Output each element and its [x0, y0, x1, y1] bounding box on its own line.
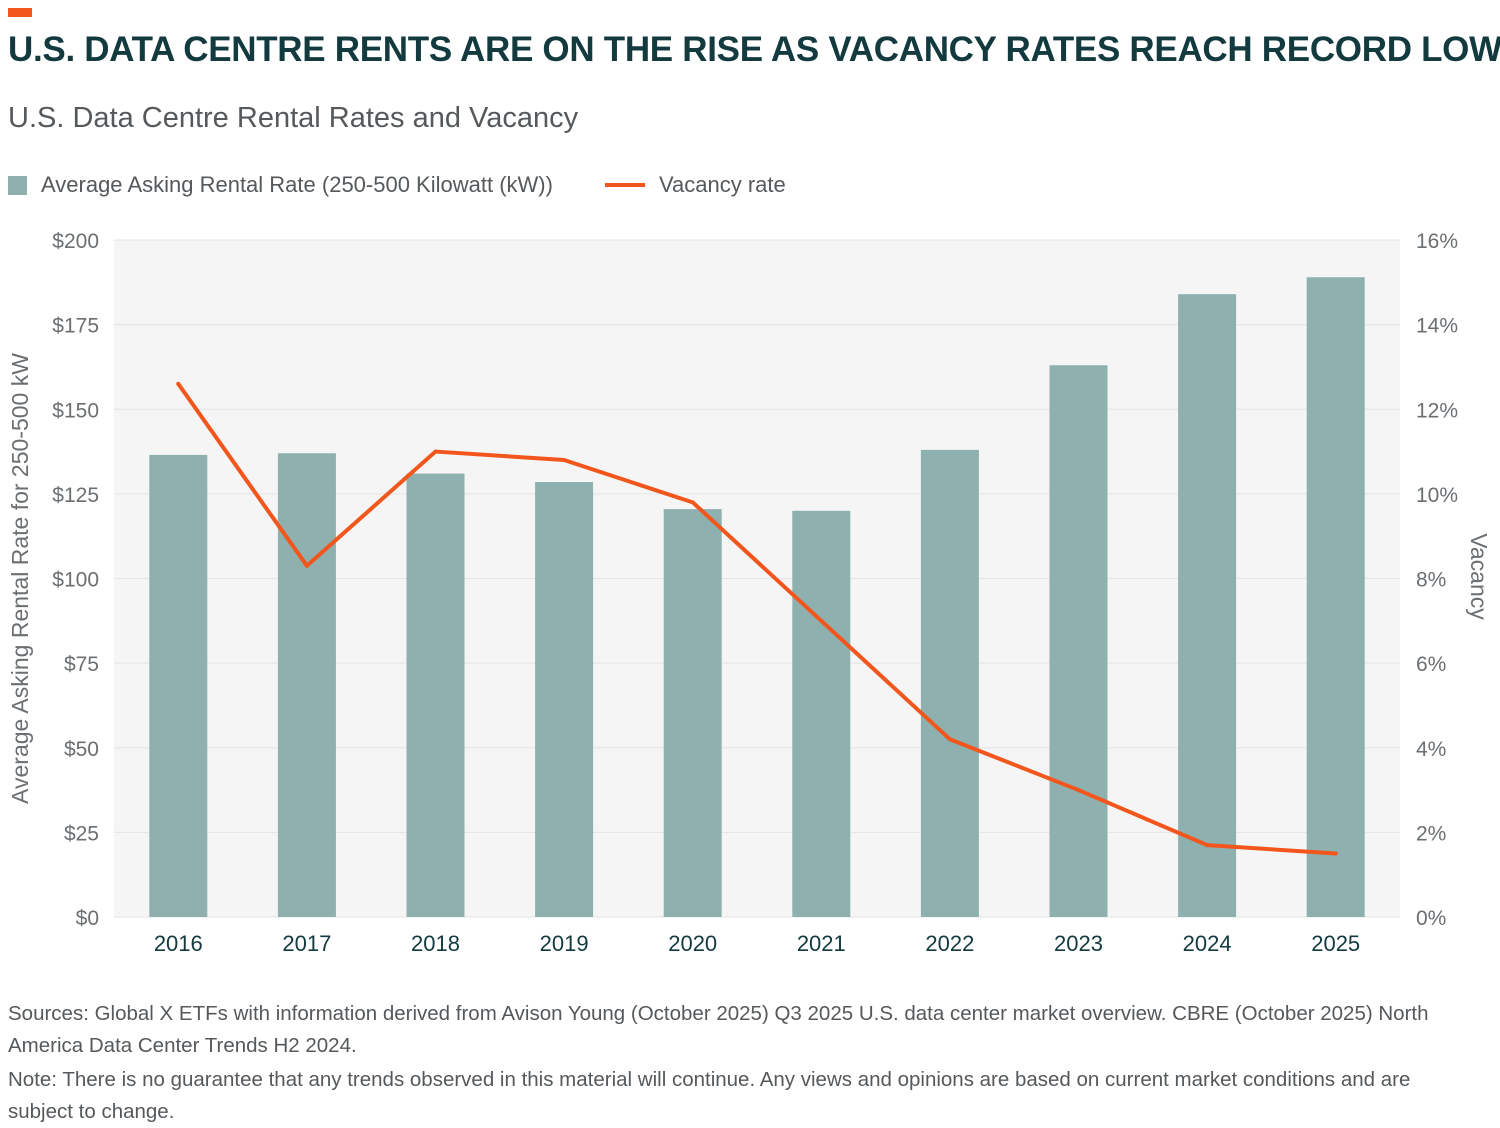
- rental-rate-bar: [277, 453, 336, 917]
- rental-rate-bar: [1049, 365, 1108, 917]
- y2-tick-label: 14%: [1416, 315, 1458, 338]
- chart-legend: Average Asking Rental Rate (250-500 Kilo…: [8, 168, 838, 202]
- y2-tick-label: 0%: [1416, 907, 1446, 930]
- legend-bar-swatch: [8, 175, 27, 195]
- y-tick-label: $175: [52, 315, 99, 338]
- legend-item-vacancy: Vacancy rate: [604, 172, 786, 198]
- y2-tick-label: 2%: [1416, 822, 1446, 845]
- x-tick-label: 2024: [1183, 931, 1232, 956]
- vacancy-rate-point: [176, 381, 181, 386]
- x-tick-label: 2019: [540, 931, 589, 956]
- combo-chart: $0 $25 $50 $75 $100 $125 $150 $175 $200 0% 2% 4% 6% 8…: [7, 230, 1492, 956]
- brand-accent-bar: [8, 8, 32, 17]
- x-tick-label: 2021: [797, 931, 846, 956]
- rental-rate-bar: [663, 509, 722, 917]
- y2-axis-title: Vacancy: [1466, 533, 1492, 620]
- y-axis-title: Average Asking Rental Rate for 250-500 k…: [7, 353, 33, 804]
- rental-rate-bar: [792, 510, 851, 917]
- vacancy-rate-line: [176, 381, 1338, 856]
- vacancy-rate-point: [690, 500, 695, 505]
- x-tick-label: 2016: [154, 931, 203, 956]
- x-tick-label: 2023: [1054, 931, 1103, 956]
- rental-rate-bar: [149, 454, 208, 917]
- vacancy-rate-point: [1076, 788, 1081, 793]
- x-tick-label: 2020: [668, 931, 717, 956]
- rental-rate-bar: [920, 449, 979, 917]
- y2-tick-label: 16%: [1416, 230, 1458, 253]
- y-tick-label: $150: [52, 399, 99, 422]
- y2-tick-label: 8%: [1416, 569, 1446, 592]
- rental-rate-bar: [1178, 294, 1237, 917]
- y-tick-label: $25: [64, 822, 99, 845]
- x-tick-label: 2017: [282, 931, 331, 956]
- y2-tick-label: 12%: [1416, 399, 1458, 422]
- rental-rate-bar: [1306, 277, 1365, 917]
- y-tick-label: $0: [76, 907, 99, 930]
- vacancy-rate-point: [433, 449, 438, 454]
- vacancy-rate-point: [562, 458, 567, 463]
- vacancy-rate-point: [1205, 843, 1210, 848]
- y-tick-label: $75: [64, 653, 99, 676]
- y2-tick-label: 6%: [1416, 653, 1446, 676]
- vacancy-rate-point: [819, 618, 824, 623]
- y-tick-label: $50: [64, 738, 99, 761]
- y-tick-label: $200: [52, 230, 99, 253]
- disclaimer-note: Note: There is no guarantee that any tre…: [8, 1068, 1411, 1123]
- legend-label-vacancy: Vacancy rate: [658, 172, 786, 197]
- legend-line-swatch: [604, 183, 645, 187]
- page-title: U.S. DATA CENTRE RENTS ARE ON THE RISE A…: [8, 30, 1500, 69]
- vacancy-rate-point: [947, 737, 952, 742]
- legend-item-rental-rate: Average Asking Rental Rate (250-500 Kilo…: [8, 172, 553, 198]
- vacancy-rate-point: [304, 563, 309, 568]
- y2-tick-label: 10%: [1416, 484, 1458, 507]
- y-tick-label: $125: [52, 484, 99, 507]
- rental-rate-bar: [535, 482, 594, 917]
- sources-note: Sources: Global X ETFs with information …: [8, 1002, 1429, 1057]
- chart-subtitle: U.S. Data Centre Rental Rates and Vacanc…: [8, 102, 579, 134]
- rental-rate-bar: [406, 473, 465, 917]
- y2-tick-label: 4%: [1416, 738, 1446, 761]
- y-tick-label: $100: [52, 569, 99, 592]
- x-tick-label: 2018: [411, 931, 460, 956]
- chart-footer: Sources: Global X ETFs with information …: [8, 998, 1478, 1128]
- x-tick-label: 2025: [1311, 931, 1360, 956]
- vacancy-rate-point: [1333, 851, 1338, 856]
- x-tick-label: 2022: [925, 931, 974, 956]
- legend-label-rental-rate: Average Asking Rental Rate (250-500 Kilo…: [41, 172, 553, 197]
